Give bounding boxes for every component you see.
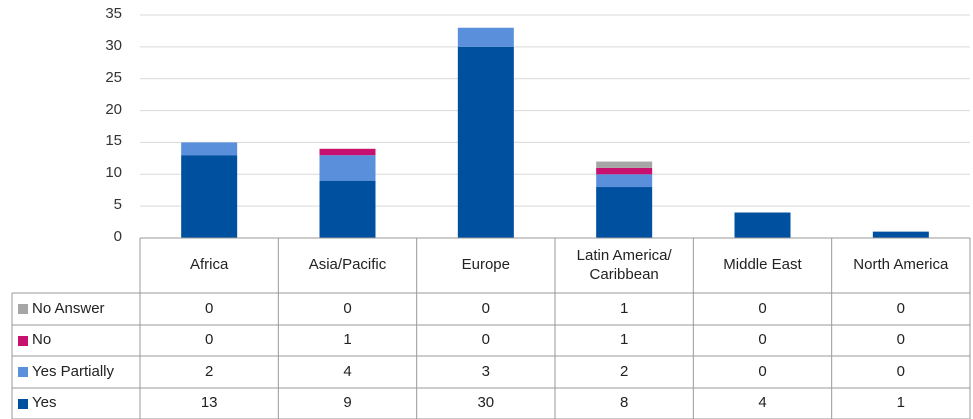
table-value: 0: [758, 299, 767, 317]
table-value: 1: [619, 299, 629, 317]
table-value: 0: [896, 299, 905, 317]
table-value: 2: [204, 362, 214, 380]
table-value: 0: [896, 362, 905, 380]
legend-entry: No Answer: [12, 293, 140, 325]
table-value: 1: [619, 331, 629, 349]
bar-segment: [596, 187, 653, 238]
table-value: 2: [619, 362, 629, 380]
bar-segment: [596, 167, 653, 175]
table-value: 0: [481, 299, 490, 317]
table-value: 0: [204, 299, 214, 317]
legend-swatch: [18, 367, 28, 377]
bar-segment: [319, 180, 376, 238]
bar-segment: [319, 155, 376, 181]
table-value: 1: [343, 331, 352, 349]
table-value: 0: [758, 331, 767, 349]
y-tick-label: 20: [105, 100, 122, 118]
table-value: 0: [204, 331, 214, 349]
bar-segment: [457, 27, 514, 47]
category-label: Europe: [461, 256, 510, 274]
table-value: 4: [343, 362, 352, 380]
table-value: 3: [481, 362, 490, 380]
bar-segment: [596, 161, 653, 168]
bar-segment: [319, 148, 376, 156]
legend-swatch: [18, 304, 28, 314]
legend-label: No: [32, 331, 52, 349]
category-label: Middle East: [723, 256, 802, 274]
legend-entry: Yes Partially: [12, 356, 140, 388]
table-value: 0: [758, 362, 767, 380]
legend-swatch: [18, 398, 28, 409]
y-tick-label: 35: [105, 5, 122, 22]
table-value: 9: [343, 394, 352, 412]
bar-segment: [596, 174, 653, 188]
bar-segment: [734, 212, 791, 238]
table-value: 13: [200, 394, 218, 412]
bar-segment: [457, 46, 514, 238]
category-label: Latin America/ Caribbean: [576, 246, 672, 283]
table-value: 1: [896, 394, 905, 412]
table-value: 0: [896, 331, 905, 349]
legend-label: No Answer: [32, 299, 105, 317]
y-tick-label: 10: [105, 164, 122, 182]
y-tick-label: 5: [113, 196, 122, 214]
table-value: 30: [477, 394, 495, 412]
table-value: 8: [619, 394, 629, 412]
bar-segment: [181, 142, 238, 156]
legend-label: Yes: [32, 394, 57, 412]
legend-label: Yes Partially: [32, 362, 114, 380]
table-value: 4: [758, 394, 767, 412]
category-label: Africa: [189, 256, 229, 274]
legend-entry: Yes: [12, 388, 140, 419]
y-tick-label: 25: [105, 68, 122, 86]
bar-segment: [872, 231, 929, 238]
y-tick-label: 30: [105, 36, 122, 54]
table-value: 0: [481, 331, 490, 349]
y-tick-label: 15: [105, 132, 122, 150]
category-label: North America: [853, 256, 949, 274]
legend-swatch: [18, 335, 28, 346]
category-label: Asia/Pacific: [308, 256, 387, 274]
bar-segment: [181, 155, 238, 238]
legend-entry: No: [12, 325, 140, 356]
y-tick-label: 0: [113, 228, 122, 245]
table-value: 0: [343, 299, 352, 317]
